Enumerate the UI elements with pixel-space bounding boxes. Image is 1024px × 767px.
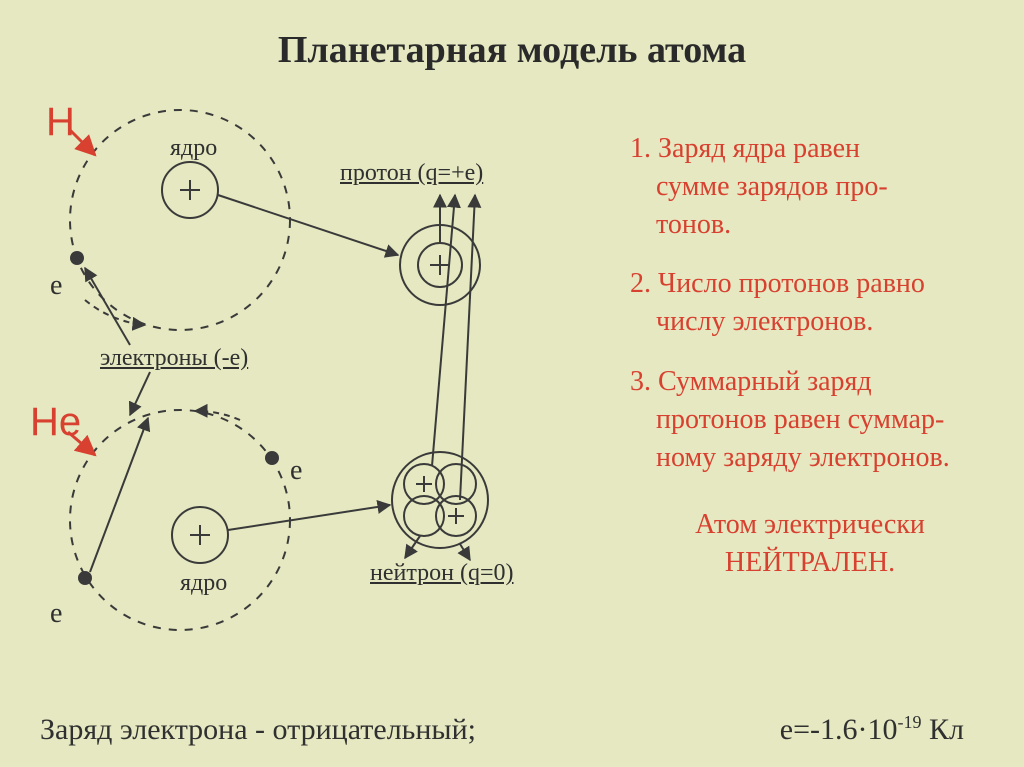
- rules-panel: 1. Заряд ядра равен сумме зарядов про- т…: [630, 130, 990, 604]
- he-orbit: [70, 410, 290, 630]
- atom-diagram: [0, 0, 620, 710]
- he-electron-1: [265, 451, 279, 465]
- he-detail-outer: [392, 452, 488, 548]
- arrow-he: [68, 432, 95, 455]
- rule-1: 1. Заряд ядра равен сумме зарядов про- т…: [630, 130, 990, 243]
- rule-3: 3. Суммарный заряд протонов равен суммар…: [630, 363, 990, 476]
- h-electron: [70, 251, 84, 265]
- he-electron-2: [78, 571, 92, 585]
- arrow-h: [70, 130, 95, 155]
- rule-2: 2. Число протонов равно числу электронов…: [630, 265, 990, 341]
- note-neutral: Атом электрически НЕЙТРАЛЕН.: [630, 506, 990, 582]
- footer-left: Заряд электрона - отрицательный;: [40, 713, 476, 747]
- footer-right: е=-1.6·10-19 Кл: [780, 712, 964, 747]
